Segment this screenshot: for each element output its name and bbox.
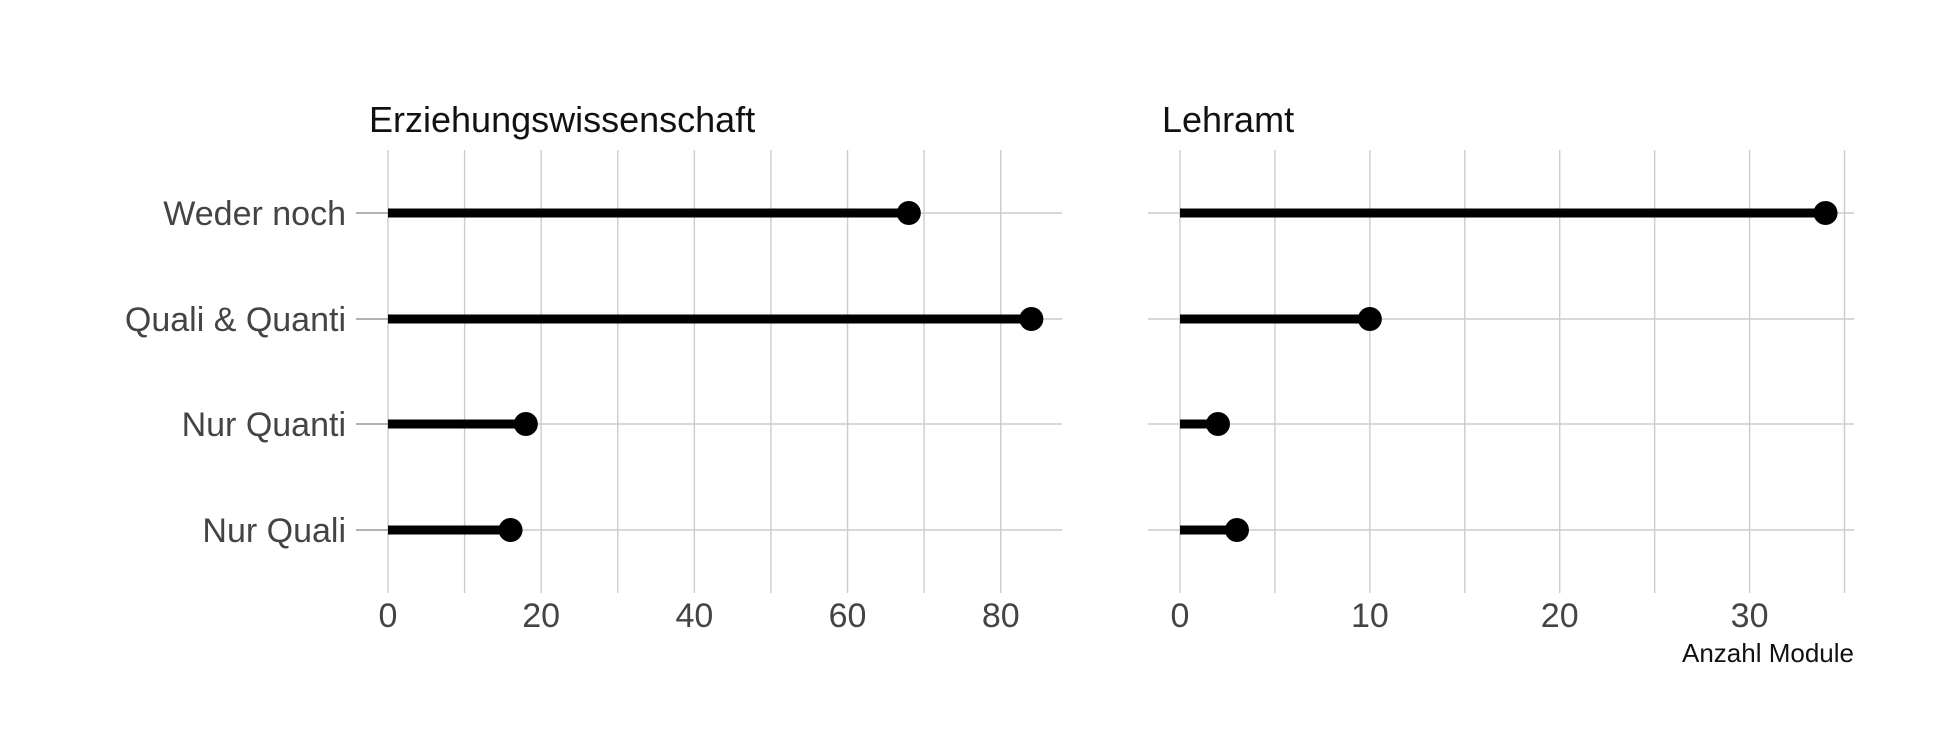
x-tick-label: 20 — [522, 597, 560, 635]
lollipop-point — [498, 518, 523, 542]
x-tick-label: 30 — [1731, 597, 1769, 635]
x-tick-label: 60 — [829, 597, 867, 635]
panel-erziehungswissenschaft: Erziehungswissenschaft Nur Quali Nur Quan… — [125, 99, 1062, 635]
category-label: Nur Quanti — [182, 406, 346, 444]
category-label: Weder noch — [163, 195, 346, 233]
x-tick-labels: 0 20 40 60 80 — [379, 597, 1020, 635]
panel-lehramt: Lehramt 0 10 20 30 Anzahl Module — [1148, 99, 1854, 668]
lollipop-point — [1019, 307, 1044, 331]
lollipop-point — [1224, 518, 1249, 542]
lollipop-point — [1813, 201, 1838, 225]
panel-title: Lehramt — [1162, 99, 1294, 140]
lollipop-point — [513, 412, 538, 436]
x-tick-label: 0 — [1171, 597, 1190, 635]
panel-title: Erziehungswissenschaft — [369, 99, 755, 140]
x-tick-label: 10 — [1351, 597, 1389, 635]
category-labels: Nur Quali Nur Quanti Quali & Quanti Weder n… — [125, 195, 346, 550]
x-tick-label: 80 — [982, 597, 1020, 635]
lollipop-point — [1205, 412, 1230, 436]
lollipop-point — [1357, 307, 1382, 331]
x-tick-labels: 0 10 20 30 — [1171, 597, 1769, 635]
x-tick-label: 0 — [379, 597, 398, 635]
lollipop-marks — [388, 201, 1044, 542]
lollipop-marks — [1180, 201, 1838, 542]
x-axis-title: Anzahl Module — [1682, 638, 1854, 668]
category-label: Nur Quali — [202, 512, 346, 550]
lollipop-point — [896, 201, 921, 225]
x-tick-label: 20 — [1541, 597, 1579, 635]
category-label: Quali & Quanti — [125, 301, 346, 339]
x-tick-label: 40 — [675, 597, 713, 635]
